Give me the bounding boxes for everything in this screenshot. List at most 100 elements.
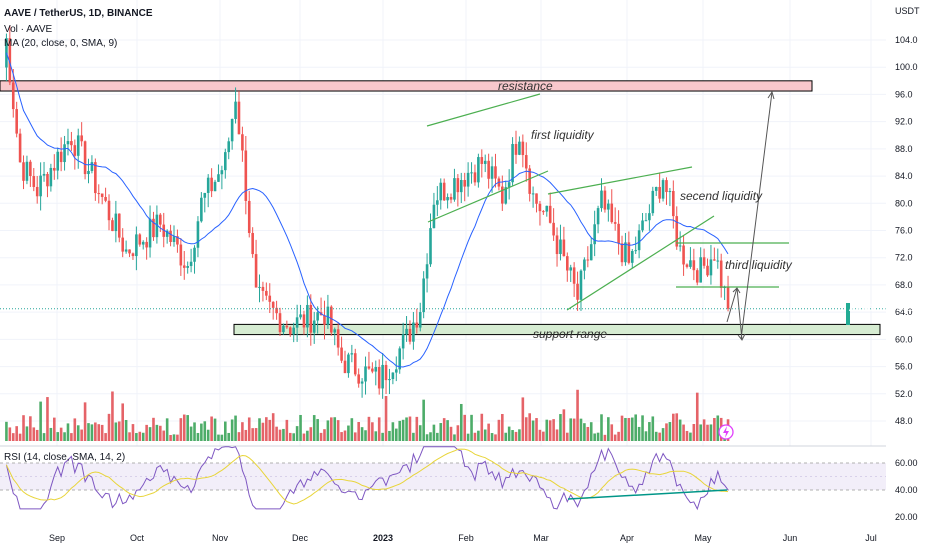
- candle: [702, 257, 706, 266]
- volume-bar: [603, 434, 607, 441]
- candle: [559, 239, 562, 255]
- volume-bar: [241, 422, 244, 441]
- time-label: Sep: [49, 533, 65, 543]
- volume-bar: [251, 428, 254, 441]
- price-tick: 88.0: [895, 144, 913, 154]
- rsi-axis[interactable]: 60.00 40.00 20.00: [895, 458, 918, 522]
- volume-bar: [538, 429, 542, 441]
- candle: [316, 312, 319, 321]
- candle: [145, 241, 148, 248]
- volume-bar: [497, 419, 501, 441]
- trendline[interactable]: [427, 170, 549, 223]
- candle: [654, 186, 658, 191]
- volume-bar: [675, 413, 679, 441]
- arrow-up[interactable]: [740, 91, 773, 340]
- volume-bar: [217, 434, 220, 441]
- candle: [73, 145, 77, 156]
- time-axis[interactable]: Sep Oct Nov Dec 2023 Feb Mar Apr May Jun Jul: [49, 533, 877, 543]
- candle: [39, 175, 42, 197]
- candle: [203, 192, 207, 198]
- candle: [661, 180, 665, 199]
- candle: [94, 162, 97, 194]
- volume-bar: [624, 417, 627, 441]
- time-label: Apr: [620, 533, 634, 543]
- volume-bar: [73, 418, 77, 441]
- candle: [418, 312, 422, 328]
- candle: [449, 197, 453, 200]
- volume-bar: [25, 426, 29, 441]
- volume-bar: [596, 432, 600, 441]
- drawings[interactable]: [426, 90, 789, 341]
- volume-bar: [83, 402, 87, 441]
- arrow-head: [737, 333, 746, 341]
- price-axis-unit: USDT: [895, 6, 920, 16]
- rsi-trendline[interactable]: [567, 489, 728, 500]
- candle: [713, 259, 716, 261]
- volume-bar: [319, 432, 323, 441]
- support-zone[interactable]: [233, 323, 881, 336]
- candle: [25, 161, 29, 181]
- candle: [490, 166, 494, 179]
- candle: [196, 221, 200, 248]
- price-tick: 100.0: [895, 62, 918, 72]
- price-axis[interactable]: USDT 104.0 100.0 96.0 92.0 88.0 84.0 80.0 76.0 72…: [895, 6, 920, 426]
- volume-bar: [176, 434, 179, 441]
- volume-bar: [196, 432, 200, 441]
- volume-bar: [39, 401, 42, 441]
- volume-bar: [439, 423, 443, 441]
- volume-bar: [302, 433, 306, 441]
- volume-bar: [29, 416, 32, 441]
- volume-bar: [528, 413, 531, 441]
- volume-bar: [494, 434, 497, 441]
- volume-bar: [391, 422, 395, 441]
- candle: [271, 301, 275, 308]
- candle: [507, 182, 511, 188]
- trendline[interactable]: [426, 93, 541, 127]
- trendline[interactable]: [547, 166, 693, 195]
- price-tick: 64.0: [895, 307, 913, 317]
- candle: [49, 167, 53, 187]
- rsi-tick: 60.00: [895, 458, 918, 468]
- volume-bar: [330, 417, 333, 441]
- resistance-zone[interactable]: [0, 80, 813, 92]
- volume-bar: [186, 415, 189, 441]
- candle: [596, 208, 600, 225]
- volume-bars: [5, 389, 730, 441]
- volume-bar: [32, 427, 36, 441]
- volume-bar: [398, 420, 402, 441]
- ma-legend[interactable]: MA (20, close, 0, SMA, 9): [4, 38, 118, 49]
- volume-bar: [405, 417, 408, 441]
- symbol-title[interactable]: AAVE / TetherUS, 1D, BINANCE: [4, 8, 153, 19]
- volume-bar: [254, 428, 258, 441]
- candle: [583, 259, 586, 271]
- grid: [0, 0, 886, 524]
- candle: [288, 327, 292, 335]
- candle: [111, 220, 114, 232]
- candle: [285, 325, 289, 328]
- volume-bar: [658, 432, 661, 441]
- time-label: Mar: [533, 533, 549, 543]
- volume-bar: [702, 419, 706, 441]
- candle: [32, 176, 36, 187]
- candle: [685, 264, 689, 267]
- trendline[interactable]: [566, 215, 715, 311]
- volume-bar: [682, 424, 685, 441]
- volume-bar: [634, 414, 637, 441]
- candle: [360, 381, 364, 384]
- volume-legend[interactable]: Vol · AAVE: [4, 24, 53, 35]
- first-liquidity-label: first liquidity: [531, 128, 595, 142]
- volume-bar: [415, 416, 419, 441]
- candle: [46, 173, 49, 187]
- candle: [261, 286, 265, 291]
- candle: [350, 353, 354, 355]
- rsi-legend[interactable]: RSI (14, close, SMA, 14, 2): [4, 452, 126, 463]
- volume-bar: [49, 427, 53, 441]
- candle: [121, 237, 124, 252]
- candle: [627, 242, 631, 263]
- volume-bar: [672, 413, 675, 441]
- lightning-icon[interactable]: [718, 424, 734, 440]
- candle: [22, 162, 25, 181]
- volume-bar: [641, 415, 644, 441]
- candle: [343, 360, 347, 374]
